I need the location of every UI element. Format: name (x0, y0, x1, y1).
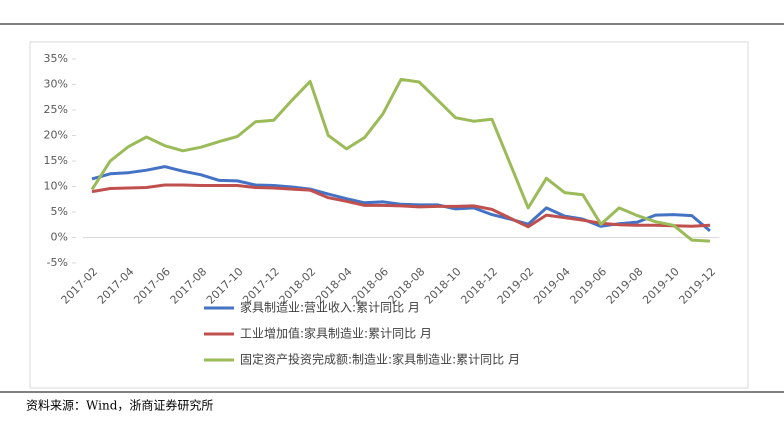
y-tick-label: 20% (44, 129, 68, 142)
x-tick-label: 2019-02 (495, 265, 537, 307)
x-tick-label: 2018-12 (458, 265, 500, 307)
legend-label: 工业增加值:家具制造业:累计同比 月 (240, 326, 432, 341)
series-line (90, 77, 711, 243)
series-line (91, 165, 711, 233)
x-tick-label: 2019-08 (604, 265, 646, 307)
chart-frame (29, 41, 749, 389)
x-tick-label: 2019-04 (531, 265, 573, 307)
y-tick-label: 5% (51, 205, 68, 218)
x-tick-label: 2017-04 (95, 265, 137, 307)
legend-label: 家具制造业:营业收入:累计同比 月 (240, 300, 420, 315)
series-line (91, 183, 711, 229)
x-tick-label: 2018-10 (422, 265, 464, 307)
y-tick-label: -5% (47, 256, 68, 269)
x-tick-label: 2019-06 (567, 265, 609, 307)
x-tick-label: 2019-10 (640, 265, 682, 307)
y-tick-label: 30% (44, 78, 68, 91)
x-tick-label: 2019-12 (677, 265, 719, 307)
x-tick-label: 2017-06 (131, 265, 173, 307)
legend-label: 固定资产投资完成额:制造业:家具制造业:累计同比 月 (240, 352, 520, 367)
y-tick-label: 10% (44, 180, 68, 193)
y-tick-label: 15% (44, 154, 68, 167)
x-tick-label: 2017-08 (168, 265, 210, 307)
y-tick-label: 0% (51, 231, 68, 244)
x-tick-label: 2017-02 (59, 265, 101, 307)
source-note: 资料来源：Wind，浙商证券研究所 (26, 398, 213, 413)
y-tick-label: 25% (44, 103, 68, 116)
y-tick-label: 35% (44, 52, 68, 65)
